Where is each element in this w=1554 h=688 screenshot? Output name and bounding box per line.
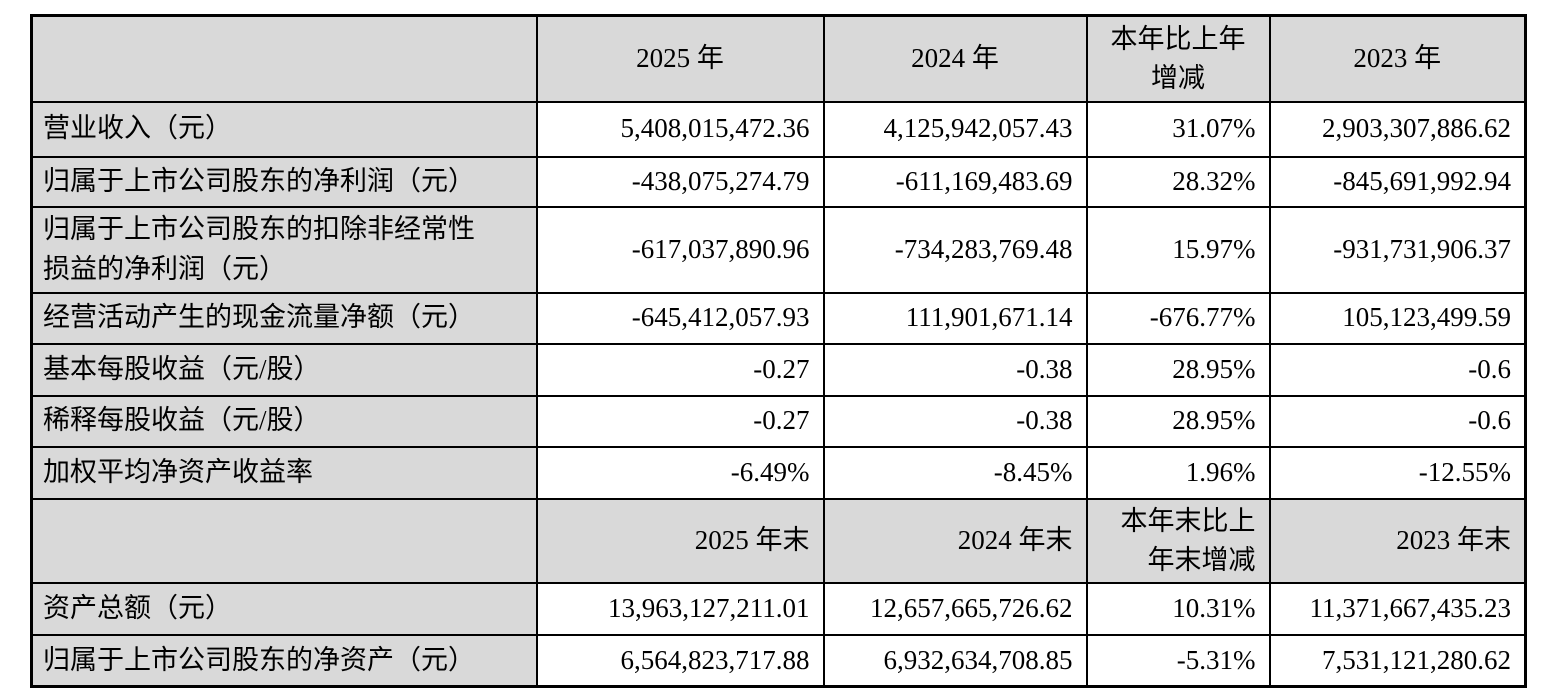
metric-label: 归属于上市公司股东的净利润（元） bbox=[30, 155, 538, 208]
metric-value: -617,037,890.96 bbox=[535, 205, 825, 294]
table-row: 资产总额（元） 13,963,127,211.01 12,657,665,726… bbox=[30, 581, 1527, 636]
metric-value: -0.38 bbox=[822, 342, 1088, 397]
metric-value: 4,125,942,057.43 bbox=[822, 100, 1088, 158]
table-row: 2025 年末 2024 年末 本年末比上 年末增减 2023 年末 bbox=[30, 497, 1527, 584]
table-row: 经营活动产生的现金流量净额（元） -645,412,057.93 111,901… bbox=[30, 291, 1527, 345]
metric-value: 2,903,307,886.62 bbox=[1268, 100, 1527, 158]
metric-label: 基本每股收益（元/股） bbox=[30, 342, 538, 397]
metric-value: -0.27 bbox=[535, 342, 825, 397]
metric-value: 31.07% bbox=[1085, 100, 1271, 158]
metric-value: 1.96% bbox=[1085, 445, 1271, 500]
column-header-2025-end: 2025 年末 bbox=[535, 497, 825, 584]
table-row: 归属于上市公司股东的净资产（元） 6,564,823,717.88 6,932,… bbox=[30, 633, 1527, 688]
metric-value: -931,731,906.37 bbox=[1268, 205, 1527, 294]
metric-value: 28.95% bbox=[1085, 342, 1271, 397]
metric-value: -438,075,274.79 bbox=[535, 155, 825, 208]
table-row: 稀释每股收益（元/股） -0.27 -0.38 28.95% -0.6 bbox=[30, 394, 1527, 448]
metric-value: 6,932,634,708.85 bbox=[822, 633, 1088, 688]
table-row: 营业收入（元） 5,408,015,472.36 4,125,942,057.4… bbox=[30, 100, 1527, 158]
metric-value: -845,691,992.94 bbox=[1268, 155, 1527, 208]
column-header-yoy-change: 本年比上年 增减 bbox=[1085, 14, 1271, 103]
metric-value: 28.32% bbox=[1085, 155, 1271, 208]
header-corner-cell bbox=[30, 14, 538, 103]
column-header-end-change: 本年末比上 年末增减 bbox=[1085, 497, 1271, 584]
table-row: 归属于上市公司股东的净利润（元） -438,075,274.79 -611,16… bbox=[30, 155, 1527, 208]
metric-value: 6,564,823,717.88 bbox=[535, 633, 825, 688]
metric-value: -611,169,483.69 bbox=[822, 155, 1088, 208]
metric-value: -5.31% bbox=[1085, 633, 1271, 688]
table-row: 基本每股收益（元/股） -0.27 -0.38 28.95% -0.6 bbox=[30, 342, 1527, 397]
metric-value: 5,408,015,472.36 bbox=[535, 100, 825, 158]
header-corner-cell bbox=[30, 497, 538, 584]
metric-label: 资产总额（元） bbox=[30, 581, 538, 636]
metric-value: 28.95% bbox=[1085, 394, 1271, 448]
metric-value: -645,412,057.93 bbox=[535, 291, 825, 345]
metric-label: 加权平均净资产收益率 bbox=[30, 445, 538, 500]
metric-label: 营业收入（元） bbox=[30, 100, 538, 158]
metric-value: -734,283,769.48 bbox=[822, 205, 1088, 294]
column-header-2025: 2025 年 bbox=[535, 14, 825, 103]
column-header-2023-end: 2023 年末 bbox=[1268, 497, 1527, 584]
metric-label: 归属于上市公司股东的扣除非经常性 损益的净利润（元） bbox=[30, 205, 538, 294]
table-row: 加权平均净资产收益率 -6.49% -8.45% 1.96% -12.55% bbox=[30, 445, 1527, 500]
metric-value: 111,901,671.14 bbox=[822, 291, 1088, 345]
metric-label: 稀释每股收益（元/股） bbox=[30, 394, 538, 448]
metric-value: -8.45% bbox=[822, 445, 1088, 500]
metric-label: 经营活动产生的现金流量净额（元） bbox=[30, 291, 538, 345]
metric-value: 11,371,667,435.23 bbox=[1268, 581, 1527, 636]
metric-value: 12,657,665,726.62 bbox=[822, 581, 1088, 636]
metric-value: -0.27 bbox=[535, 394, 825, 448]
table-row: 归属于上市公司股东的扣除非经常性 损益的净利润（元） -617,037,890.… bbox=[30, 205, 1527, 294]
column-header-2024: 2024 年 bbox=[822, 14, 1088, 103]
metric-value: 10.31% bbox=[1085, 581, 1271, 636]
metric-value: -0.6 bbox=[1268, 394, 1527, 448]
metric-value: -12.55% bbox=[1268, 445, 1527, 500]
metric-value: 15.97% bbox=[1085, 205, 1271, 294]
column-header-2023: 2023 年 bbox=[1268, 14, 1527, 103]
metric-label: 归属于上市公司股东的净资产（元） bbox=[30, 633, 538, 688]
metric-value: -0.6 bbox=[1268, 342, 1527, 397]
column-header-2024-end: 2024 年末 bbox=[822, 497, 1088, 584]
metric-value: -0.38 bbox=[822, 394, 1088, 448]
key-financials-table: 2025 年 2024 年 本年比上年 增减 2023 年 营业收入（元） 5,… bbox=[30, 14, 1527, 688]
table-row: 2025 年 2024 年 本年比上年 增减 2023 年 bbox=[30, 14, 1527, 103]
metric-value: -676.77% bbox=[1085, 291, 1271, 345]
metric-value: -6.49% bbox=[535, 445, 825, 500]
metric-value: 105,123,499.59 bbox=[1268, 291, 1527, 345]
metric-value: 13,963,127,211.01 bbox=[535, 581, 825, 636]
metric-value: 7,531,121,280.62 bbox=[1268, 633, 1527, 688]
